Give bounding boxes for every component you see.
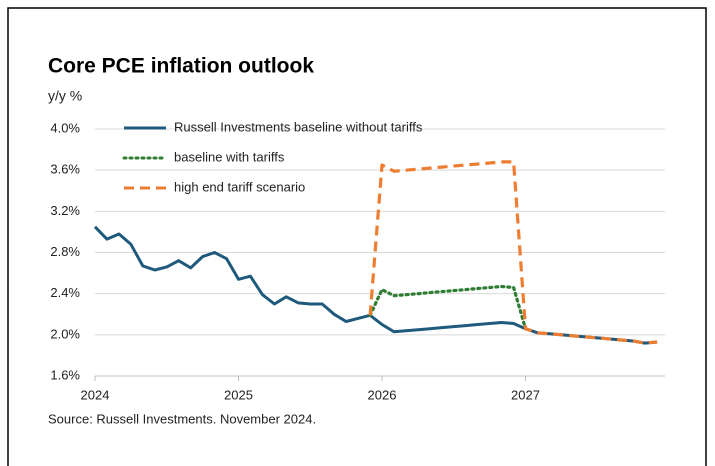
frame [7, 7, 707, 466]
source-note: Source: Russell Investments. November 20… [48, 411, 316, 426]
x-tick-label: 2027 [511, 387, 540, 402]
y-axis-label: y/y % [48, 88, 82, 104]
legend-label: baseline with tariffs [174, 149, 285, 164]
chart-title: Core PCE inflation outlook [48, 55, 314, 78]
y-tick-label: 4.0% [50, 120, 80, 135]
legend-label: high end tariff scenario [174, 179, 305, 194]
y-tick-label: 2.0% [50, 326, 80, 341]
series-line [368, 160, 658, 345]
y-tick-label: 1.6% [50, 367, 80, 382]
x-tick-label: 2025 [224, 387, 253, 402]
y-tick-label: 2.8% [50, 244, 80, 259]
series-line [93, 225, 658, 345]
y-tick-label: 3.2% [50, 203, 80, 218]
legend-label: Russell Investments baseline without tar… [174, 119, 423, 134]
x-tick-label: 2024 [81, 387, 110, 402]
y-tick-label: 2.4% [50, 285, 80, 300]
x-tick-label: 2026 [368, 387, 397, 402]
series-line [368, 284, 528, 331]
y-tick-label: 3.6% [50, 162, 80, 177]
